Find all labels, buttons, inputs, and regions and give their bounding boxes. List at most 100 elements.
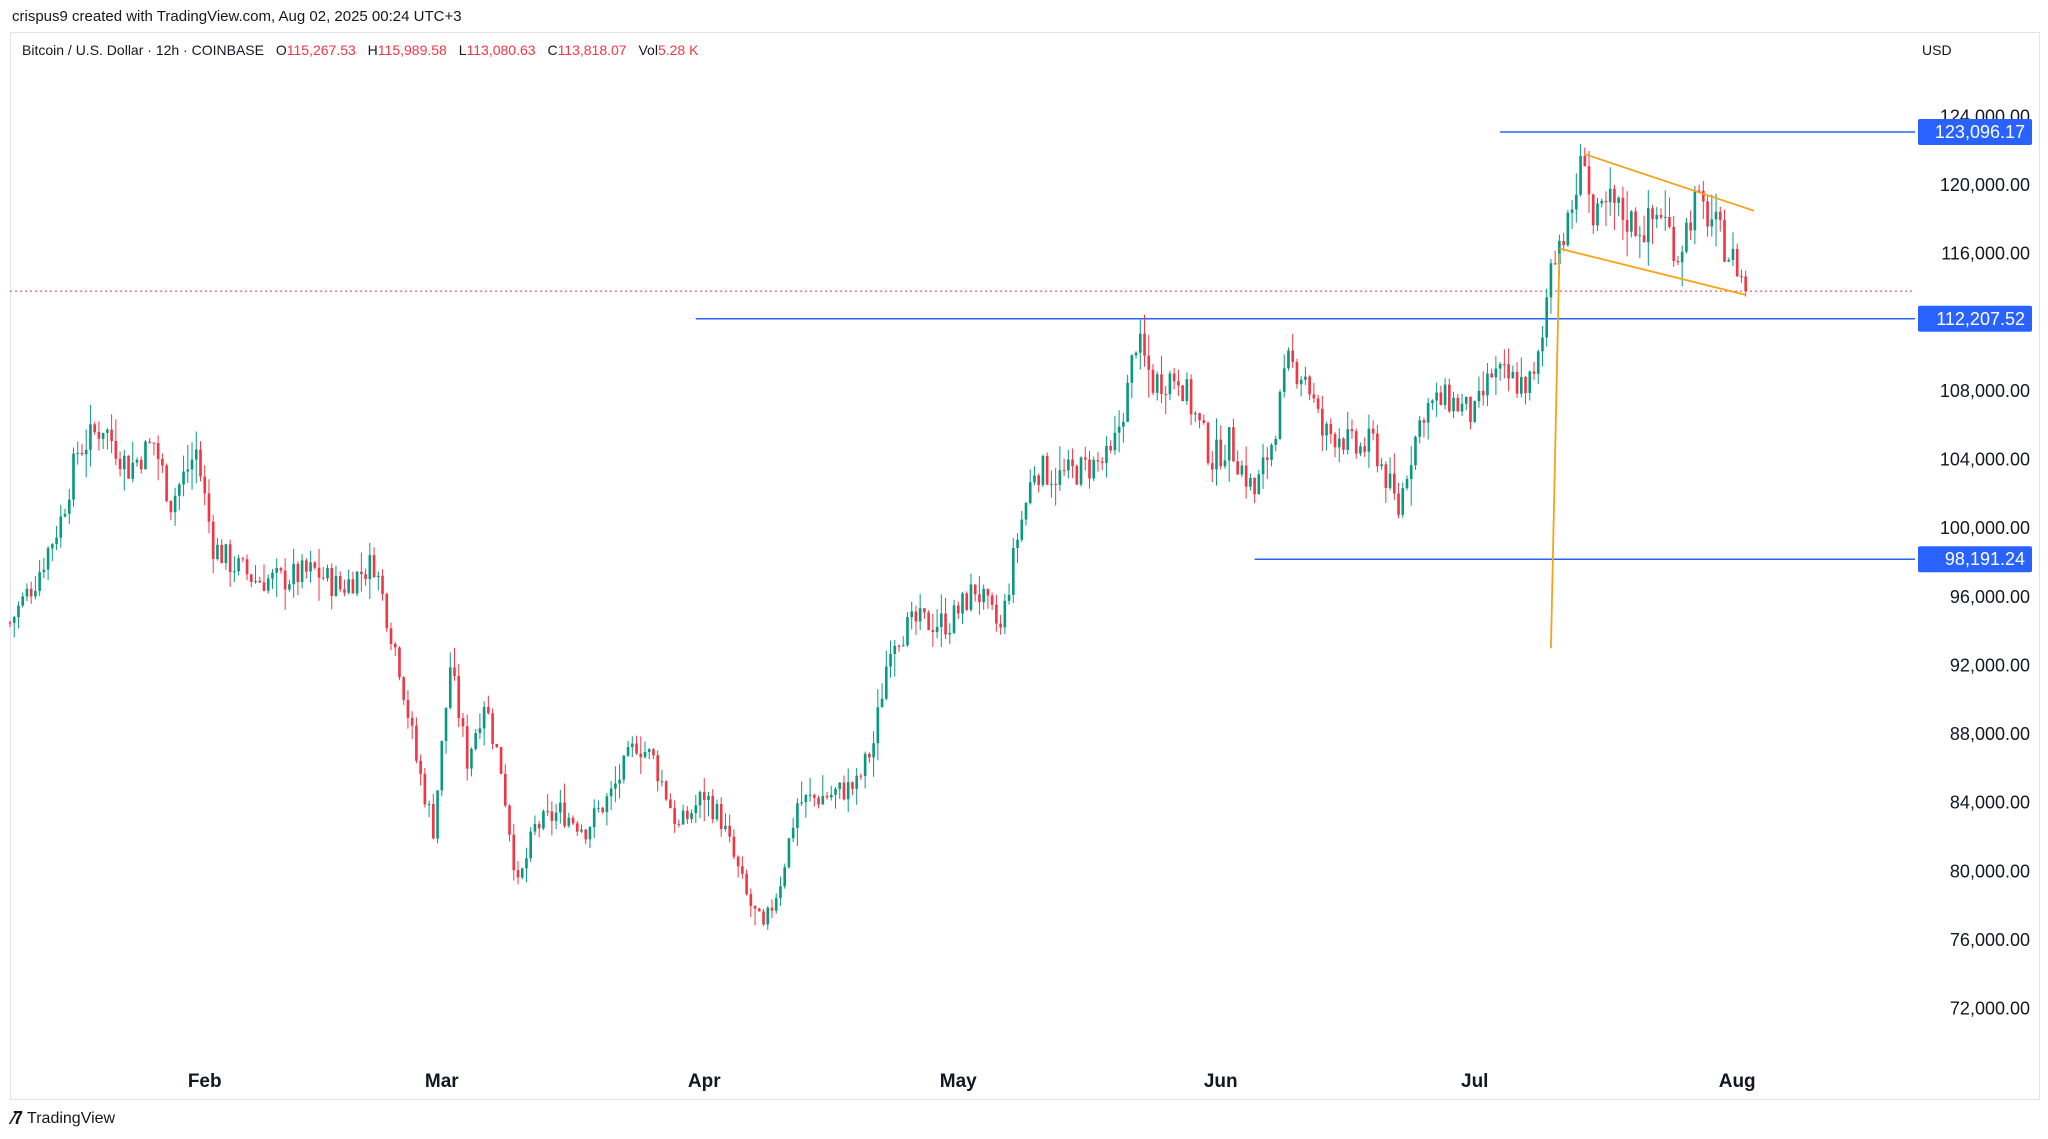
candle-body (609, 788, 613, 797)
level-label-text: 123,096.17 (1935, 122, 2025, 142)
candle-body (999, 623, 1002, 628)
candle-body (1583, 156, 1587, 167)
candle-body (1011, 548, 1015, 595)
candle-body (914, 611, 918, 622)
candle-body (931, 629, 935, 633)
candle-body (288, 584, 291, 590)
level-label-box (1918, 118, 2032, 145)
candle-body (376, 575, 380, 578)
candle-body (402, 677, 406, 700)
candle-body (1253, 478, 1256, 495)
candle-body (427, 804, 431, 806)
candle-body (512, 834, 516, 871)
candle-body (1054, 483, 1057, 485)
candle-body (67, 499, 71, 514)
candle-body (1397, 493, 1400, 515)
candle-body (118, 458, 122, 470)
candle-body (956, 605, 960, 614)
candle-body (1342, 438, 1345, 450)
candle-body (410, 717, 414, 726)
candle-body (1452, 397, 1455, 412)
candle-body (948, 632, 952, 635)
candle-body (1257, 474, 1261, 495)
candle-body (542, 811, 545, 829)
candle-body (694, 805, 698, 814)
candle-body (220, 544, 223, 564)
candle-body (1456, 397, 1460, 412)
trendline (1559, 247, 1746, 296)
candle-body (283, 570, 287, 590)
y-tick-label: 120,000.00 (1940, 175, 2030, 195)
high-label: H (367, 42, 378, 58)
close-label: C (547, 42, 558, 58)
candle-body (774, 898, 778, 911)
candle-body (563, 802, 566, 826)
candle-body (1350, 429, 1354, 432)
candle-body (1194, 413, 1197, 415)
candle-body (55, 537, 58, 545)
candle-body (499, 747, 503, 774)
candle-body (906, 617, 909, 646)
candle-body (1600, 200, 1604, 204)
candle-body (880, 698, 884, 708)
candle-body (1435, 392, 1438, 401)
candle-body (106, 429, 109, 433)
candle-body (114, 440, 118, 459)
candle-body (275, 568, 279, 573)
candle-body (1164, 394, 1168, 396)
candle-body (241, 558, 245, 560)
candle-body (969, 584, 973, 610)
candle-body (711, 795, 715, 820)
candle-body (1033, 475, 1036, 483)
candle-body (1439, 392, 1443, 406)
currency-label[interactable]: USD (1922, 42, 1952, 58)
candle-body (1507, 364, 1510, 379)
candle-body (237, 558, 240, 572)
candle-body (626, 747, 630, 756)
candle-body (592, 808, 596, 828)
candle-body (1316, 398, 1320, 409)
candle-body (817, 797, 820, 805)
candle-body (901, 645, 905, 647)
candle-body (647, 749, 651, 752)
candle-body (1287, 350, 1290, 369)
candle-body (364, 574, 367, 579)
candle-body (1329, 423, 1333, 435)
candle-body (1469, 396, 1472, 422)
candle-body (1680, 251, 1684, 263)
candle-body (101, 432, 105, 439)
candle-body (1706, 201, 1709, 227)
y-tick-label: 72,000.00 (1950, 999, 2030, 1019)
candle-body (580, 829, 583, 832)
candle-body (127, 455, 130, 479)
candle-body (910, 611, 914, 618)
high-value: 115,989.58 (377, 42, 447, 58)
candle-body (1702, 190, 1705, 202)
candle-body (779, 886, 782, 899)
candle-body (952, 605, 956, 633)
candle-body (1646, 208, 1650, 243)
candle-body (622, 755, 626, 780)
candle-body (1570, 209, 1574, 213)
candle-body (1460, 403, 1464, 412)
candle-body (1689, 222, 1692, 231)
candle-body (1062, 470, 1066, 472)
candle-body (1464, 396, 1468, 404)
chart-legend: Bitcoin / U.S. Dollar · 12h · COINBASE O… (22, 42, 698, 58)
candle-body (1020, 519, 1024, 540)
candle-body (296, 563, 300, 583)
candle-body (262, 582, 266, 591)
candle-body (664, 781, 668, 800)
candle-body (673, 808, 676, 824)
level-label-text: 112,207.52 (1936, 309, 2025, 329)
candle-body (1270, 444, 1273, 460)
symbol-label[interactable]: Bitcoin / U.S. Dollar · 12h · COINBASE (22, 42, 264, 58)
candle-body (186, 469, 190, 472)
candle-body (1630, 211, 1633, 232)
trendlines-group (1550, 153, 1755, 649)
candle-body (698, 792, 702, 806)
candle-body (520, 868, 524, 878)
candle-body (635, 743, 638, 754)
candle-body (533, 823, 537, 832)
